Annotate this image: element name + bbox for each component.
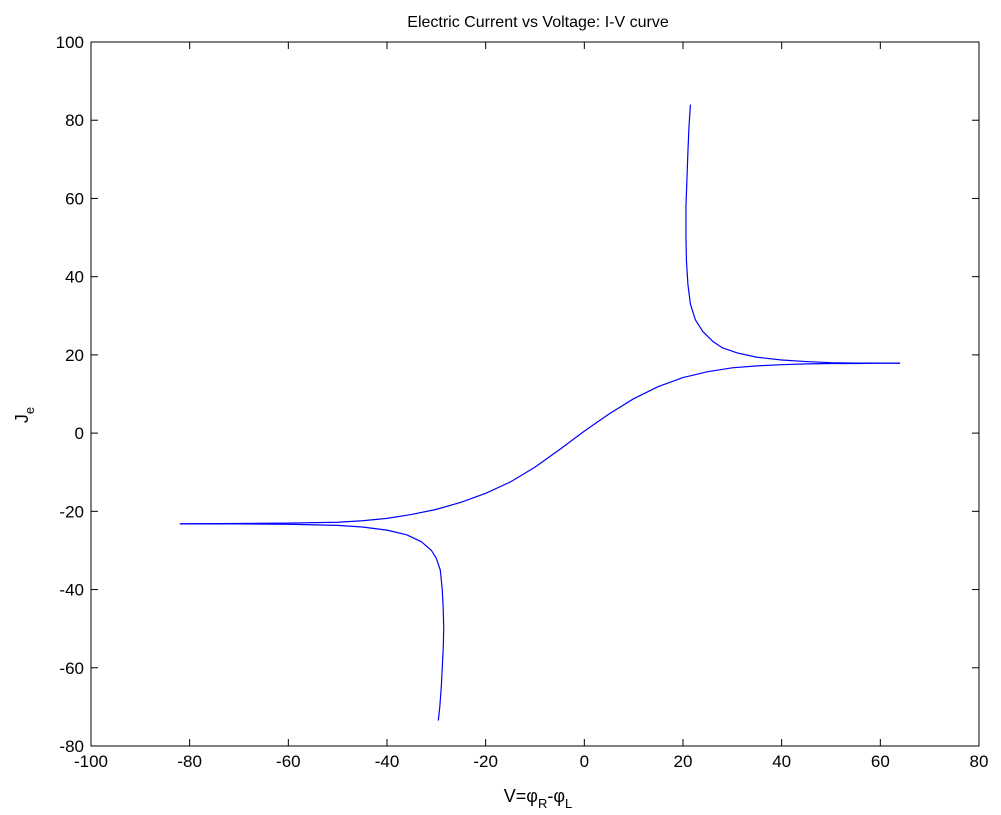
y-tick-label: -80 [59, 737, 84, 756]
x-tick-label: -40 [375, 752, 400, 771]
x-tick-label: 40 [772, 752, 791, 771]
y-tick-label: 40 [65, 268, 84, 287]
x-label-phi-2: φ [553, 786, 565, 806]
x-label-minus: - [547, 786, 553, 806]
series-line-3 [685, 104, 901, 364]
y-axis-label: Je [12, 407, 37, 423]
y-tick-label: 80 [65, 111, 84, 130]
chart-title: Electric Current vs Voltage: I-V curve [407, 14, 669, 31]
y-tick-label: -20 [59, 502, 84, 521]
y-tick-label: -40 [59, 581, 84, 600]
y-tick-label: 20 [65, 346, 84, 365]
x-tick-label: 20 [674, 752, 693, 771]
x-tick-label: 60 [871, 752, 890, 771]
x-label-sub-1: R [538, 796, 547, 811]
x-axis-ticks: -100 -80 -60 -40 -20 0 20 40 60 80 [74, 42, 988, 771]
x-tick-label: 80 [970, 752, 989, 771]
plot-frame [90, 41, 980, 747]
x-label-sub-2: L [565, 796, 572, 811]
x-tick-label: 0 [580, 752, 589, 771]
x-tick-label: -20 [473, 752, 498, 771]
x-axis-label: V=φR-φL [504, 786, 573, 811]
y-tick-label: 0 [75, 424, 84, 443]
x-label-phi-1: φ [526, 786, 538, 806]
y-axis-ticks: -80 -60 -40 -20 0 20 40 60 80 100 [56, 33, 979, 756]
x-tick-label: -80 [177, 752, 202, 771]
x-tick-label: -60 [276, 752, 301, 771]
x-label-main: V= [504, 786, 527, 806]
y-label-main: J [12, 414, 32, 423]
series-group [179, 104, 901, 721]
x-tick-label: -100 [74, 752, 108, 771]
series-line-1 [179, 362, 901, 525]
y-tick-label: 60 [65, 189, 84, 208]
y-tick-label: -60 [59, 659, 84, 678]
series-line-2 [179, 523, 445, 721]
y-label-sub: e [22, 407, 37, 414]
y-tick-label: 100 [56, 33, 84, 52]
